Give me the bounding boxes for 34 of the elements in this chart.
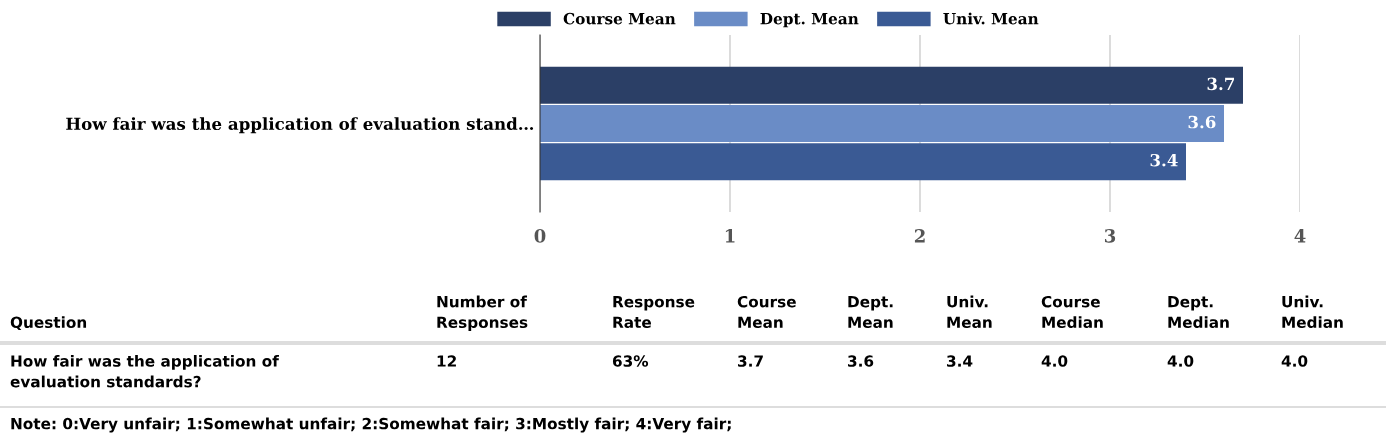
x-tick-label: 2 [914,228,925,243]
legend-label: Dept. Mean [760,13,859,28]
text: 3.6 [848,355,874,367]
text: Note: 0:Very unfair; 1:Somewhat unfair; 2:Somewhat fair; 3:Mostly fair; 4:Very fair; [11,417,731,433]
data-label: 3.7 [1207,77,1235,91]
text: 4.0 [1281,355,1308,367]
legend-label: Course Mean [563,12,676,25]
bar [540,66,1243,104]
x-tick-label: 4 [1294,228,1306,243]
data-label: 3.6 [1188,115,1216,129]
text: How fair was the application of evaluation standards? [10,355,279,388]
text: 12 [437,355,456,367]
x-tick-label: 3 [1104,228,1116,243]
text: 3.7 [738,355,763,367]
text: Course Mean [737,295,796,329]
x-tick-label: 0 [534,228,546,243]
text: 63% [612,355,649,367]
text: Univ. Median [1282,295,1343,329]
text: 4.0 [1041,355,1068,367]
text: 3.4 [947,355,973,367]
x-tick-label: 1 [725,228,735,243]
text: Dept. Median [1168,296,1229,329]
text: Question [10,316,87,331]
y-tick-label: How fair was the application of evaluation stand… [66,117,534,134]
text: Univ. Mean [947,295,992,329]
text: Response Rate [613,296,695,329]
bar [540,104,1224,143]
text: Number of Responses [437,295,528,331]
text: Dept. Mean [848,296,893,329]
legend-label: Univ. Mean [943,12,1039,25]
text: 4.0 [1167,355,1194,367]
data-label: 3.4 [1150,153,1178,167]
text: Course Median [1041,295,1103,329]
bar [540,143,1186,181]
